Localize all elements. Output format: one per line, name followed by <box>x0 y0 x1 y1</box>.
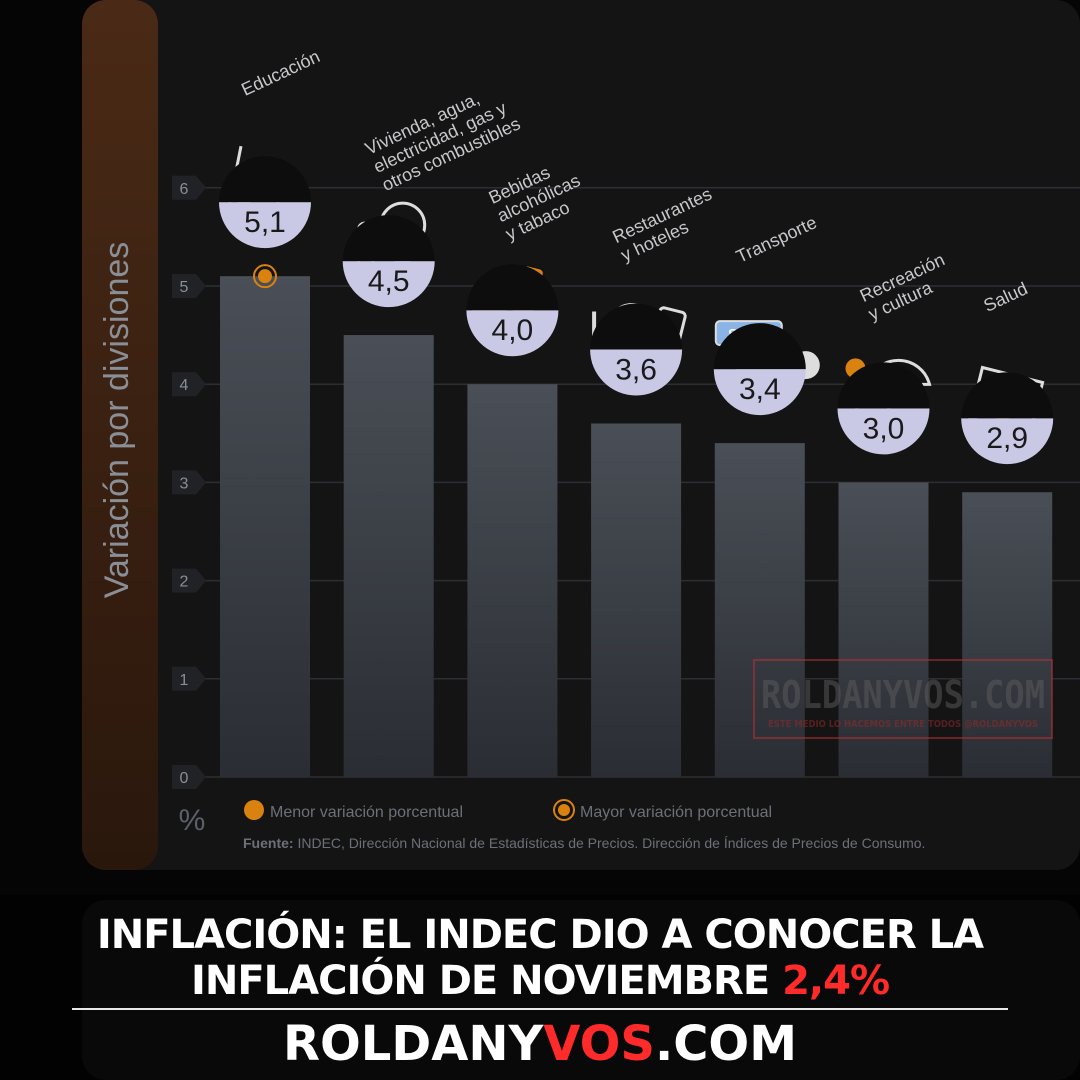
bubble-top <box>466 264 559 311</box>
brand-footer: ROLDANYVOS.COM <box>0 1016 1080 1072</box>
bar <box>714 443 805 777</box>
headline-band <box>0 895 1080 1080</box>
y-tick-tag <box>172 470 206 495</box>
bubble-top <box>713 323 806 370</box>
value-bubble <box>961 418 1054 465</box>
value-bubbles: 5,1 4,5 4,0 3,6 3,4 3,0 2,9 <box>219 156 1054 465</box>
value-bubble <box>219 202 311 249</box>
source-text: INDEC, Dirección Nacional de Estadística… <box>294 835 926 851</box>
brand-part2: VOS <box>543 1016 655 1072</box>
brand-part1: ROLDANY <box>283 1016 544 1072</box>
y-tick-label: 1 <box>180 672 189 689</box>
legend-marker-max-dot <box>558 804 570 816</box>
bubble-top <box>837 362 930 409</box>
value-label: 3,6 <box>615 353 657 386</box>
legend-max-label: Mayor variación porcentual <box>580 804 772 821</box>
y-axis-label: Variación por divisiones <box>98 242 136 599</box>
y-tick-tag <box>172 765 206 789</box>
y-tick-tag <box>172 666 206 691</box>
value-label: 3,4 <box>739 373 781 406</box>
watermark-frame <box>753 659 1053 739</box>
bar <box>220 276 310 777</box>
value-bubble <box>713 369 806 416</box>
y-tick-tag <box>172 274 206 298</box>
y-unit-label: % <box>179 804 206 837</box>
chart-panel <box>82 0 1080 870</box>
y-tick-tag <box>172 568 206 593</box>
bubble-top <box>961 372 1054 419</box>
bubble-top <box>342 215 435 262</box>
bubble-top <box>219 156 311 203</box>
headline-line2-wrap: INFLACIÓN DE NOVIEMBRE 2,4% <box>0 958 1080 1004</box>
legend: Menor variación porcentual Mayor variaci… <box>244 799 772 821</box>
source-note: Fuente: INDEC, Dirección Nacional de Est… <box>243 835 925 851</box>
value-bubble <box>466 310 559 357</box>
bar <box>467 384 558 777</box>
watermark: ROLDANYVOS.COM ESTE MEDIO LO HACEMOS ENT… <box>753 659 1053 739</box>
bars <box>220 276 1053 777</box>
bar <box>962 492 1053 777</box>
bubble-top <box>590 303 683 350</box>
legend-marker-min <box>244 800 264 820</box>
watermark-main: ROLDANYVOS.COM <box>761 673 1045 717</box>
max-marker-ring <box>253 264 277 289</box>
headline-divider <box>72 1008 1008 1010</box>
max-marker-dot <box>258 269 272 284</box>
y-tick-label: 0 <box>180 770 189 787</box>
value-label: 4,0 <box>492 314 534 347</box>
value-bubble <box>590 349 683 396</box>
watermark-sub: ESTE MEDIO LO HACEMOS ENTRE TODOS @ROLDA… <box>768 719 1038 730</box>
bar <box>838 482 929 777</box>
headline-line1: INFLACIÓN: EL INDEC DIO A CONOCER LA <box>96 912 984 958</box>
y-tick-label: 3 <box>180 475 189 492</box>
value-label: 4,5 <box>368 265 410 298</box>
bar <box>591 423 682 777</box>
value-label: 3,0 <box>863 412 905 445</box>
legend-marker-max <box>553 799 575 821</box>
headline-line2: INFLACIÓN DE NOVIEMBRE <box>190 958 783 1004</box>
legend-min-label: Menor variación porcentual <box>270 804 463 821</box>
brand-part3: .COM <box>654 1016 797 1072</box>
value-label: 2,9 <box>986 422 1028 455</box>
y-tick-label: 2 <box>180 574 189 591</box>
y-tick-label: 6 <box>180 181 189 198</box>
source-bold: Fuente: <box>243 835 294 851</box>
y-tick-label: 4 <box>180 377 189 394</box>
headline-highlight: 2,4% <box>782 958 890 1004</box>
y-tick-label: 5 <box>180 279 189 296</box>
y-tick-tag <box>172 372 206 397</box>
y-tick-tag <box>172 175 206 200</box>
value-bubble <box>837 408 930 455</box>
bar <box>343 335 434 777</box>
value-bubble <box>342 261 435 308</box>
ylabel-sidebar <box>82 0 158 870</box>
value-label: 5,1 <box>244 206 286 239</box>
max-marker <box>253 264 277 289</box>
category-label: Bebidasalcohólicasy tabaco <box>486 152 592 244</box>
